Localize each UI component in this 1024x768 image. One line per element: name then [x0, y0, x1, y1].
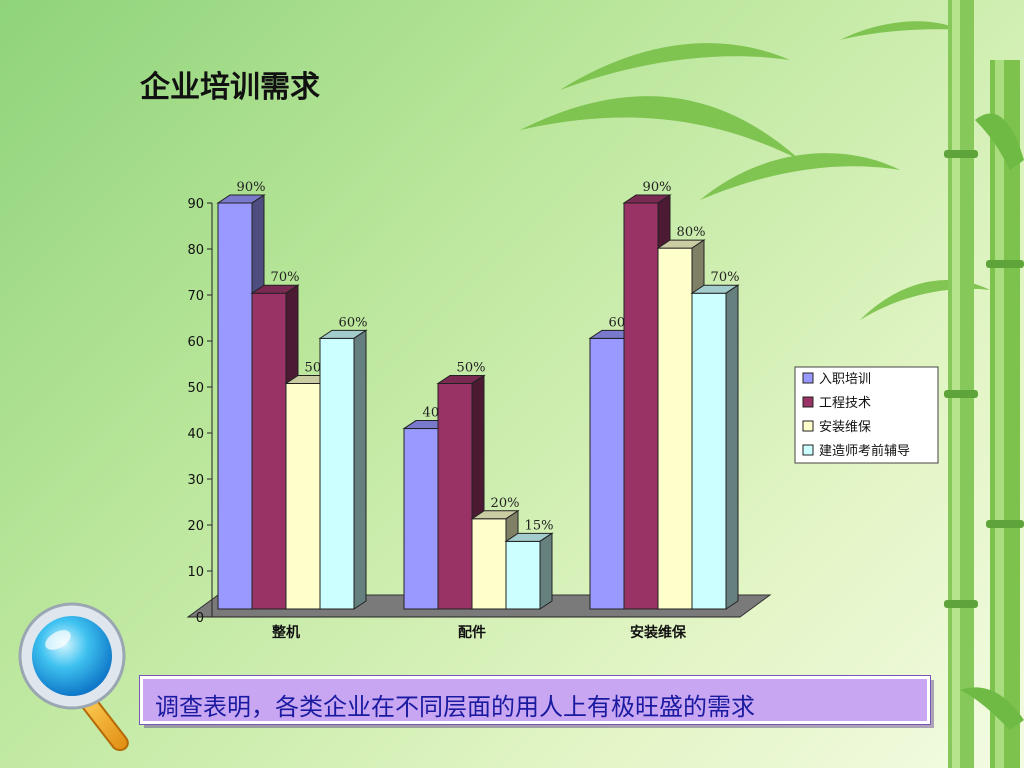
- bar-front: [217, 202, 253, 610]
- data-label: 15%: [525, 518, 554, 533]
- bar-side: [353, 329, 367, 610]
- bar-front: [623, 202, 659, 610]
- data-label: 90%: [237, 180, 266, 195]
- legend-swatch: [802, 444, 814, 456]
- data-label: 90%: [643, 180, 672, 195]
- y-tick-label: 10: [187, 565, 204, 580]
- bar-side: [539, 532, 553, 610]
- y-tick-label: 70: [187, 289, 204, 304]
- bar-front: [403, 428, 439, 610]
- category-label: 配件: [458, 624, 486, 641]
- bar-side: [725, 284, 739, 610]
- y-tick-label: 0: [196, 611, 204, 626]
- bar-front: [319, 337, 355, 610]
- y-tick-label: 40: [187, 427, 204, 442]
- bar-front: [657, 247, 693, 610]
- data-label: 70%: [271, 270, 300, 285]
- y-tick-label: 60: [187, 335, 204, 350]
- data-label: 80%: [677, 225, 706, 240]
- y-tick-label: 30: [187, 473, 204, 488]
- caption-text: 调查表明，各类企业在不同层面的用人上有极旺盛的需求: [155, 693, 755, 721]
- bar-front: [505, 540, 541, 610]
- caption-box: 调查表明，各类企业在不同层面的用人上有极旺盛的需求: [139, 675, 931, 725]
- bar-front: [437, 382, 473, 610]
- bar-front: [471, 518, 507, 610]
- legend-label: 入职培训: [819, 371, 871, 387]
- bar-front: [285, 382, 321, 610]
- legend-swatch: [802, 396, 814, 408]
- magnifier-icon: [18, 602, 129, 752]
- category-label: 安装维保: [630, 624, 687, 641]
- bar-front: [251, 292, 287, 610]
- bar-front: [691, 292, 727, 610]
- y-tick-label: 50: [187, 381, 204, 396]
- legend-box: [794, 366, 939, 464]
- data-label: 60%: [339, 315, 368, 330]
- y-tick-label: 20: [187, 519, 204, 534]
- y-tick-label: 90: [187, 197, 204, 212]
- data-label: 20%: [491, 496, 520, 511]
- y-tick-label: 80: [187, 243, 204, 258]
- data-label: 50%: [457, 360, 486, 375]
- bar-front: [589, 337, 625, 610]
- category-label: 整机: [271, 624, 300, 641]
- legend-label: 建造师考前辅导: [819, 443, 910, 459]
- legend-label: 工程技术: [819, 396, 871, 411]
- legend-label: 安装维保: [819, 420, 871, 435]
- slide-title: 企业培训需求: [140, 70, 320, 105]
- legend-swatch: [802, 372, 814, 384]
- legend-swatch: [802, 420, 814, 432]
- data-label: 70%: [711, 270, 740, 285]
